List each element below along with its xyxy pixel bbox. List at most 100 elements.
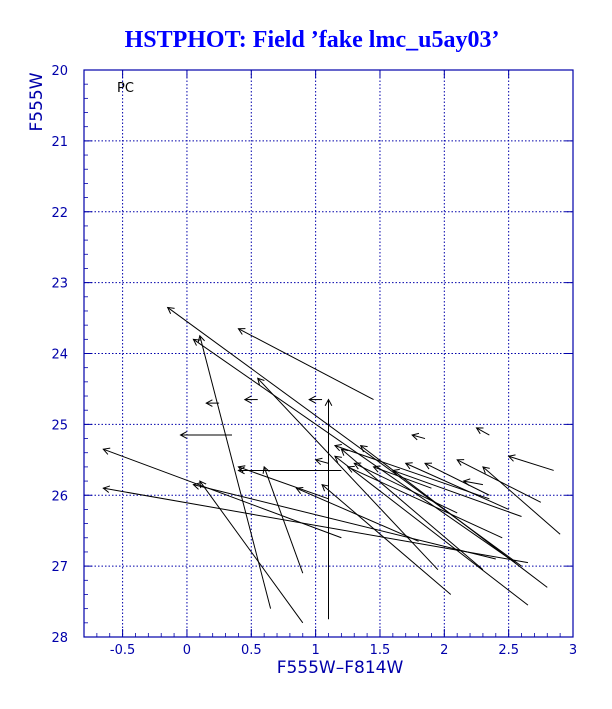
vector-shaft	[238, 328, 374, 401]
vector-head	[197, 334, 205, 343]
vector-head	[166, 306, 175, 314]
vector-head	[321, 483, 330, 492]
vector-head	[391, 468, 400, 477]
displacement-vector	[237, 328, 374, 401]
vector-head	[295, 487, 304, 494]
vector-shaft	[463, 480, 484, 486]
grid	[84, 70, 573, 637]
displacement-vector	[102, 447, 342, 539]
chip-label: PC	[117, 81, 134, 96]
vector-head	[411, 432, 420, 441]
displacement-vector	[205, 399, 220, 407]
displacement-vector	[462, 478, 484, 486]
displacement-vector	[353, 462, 458, 514]
vector-head	[359, 445, 368, 453]
y-tick-label: 21	[51, 135, 68, 150]
x-tick-label: 2	[440, 643, 448, 658]
y-axis-label: F555W	[27, 72, 47, 131]
displacement-vector	[237, 466, 342, 475]
vector-head	[475, 427, 484, 435]
vector-shaft	[103, 448, 342, 539]
vector-head	[372, 465, 381, 473]
vector-shaft	[238, 466, 329, 500]
vector-shaft	[321, 484, 452, 595]
vector-head	[404, 462, 413, 470]
y-tick-label: 28	[51, 631, 68, 646]
vector-head	[424, 462, 433, 470]
vector-shaft	[341, 448, 484, 571]
vectors	[102, 306, 561, 624]
vector-head	[257, 377, 265, 386]
y-tick-label: 23	[51, 277, 68, 292]
displacement-vector	[359, 445, 548, 588]
vector-shaft	[508, 455, 554, 471]
x-tick-label: 3	[569, 643, 577, 658]
vector-head	[482, 466, 490, 474]
vector-shaft	[199, 480, 304, 624]
y-tick-label: 26	[51, 489, 68, 504]
x-tick-label: 0	[183, 643, 191, 658]
y-tick-label: 27	[51, 560, 68, 575]
vector-shaft	[334, 445, 490, 500]
vector-shaft	[334, 455, 529, 606]
vector-head	[102, 485, 111, 493]
vector-shaft	[315, 459, 329, 464]
y-tick-label: 22	[51, 206, 68, 221]
displacement-vector	[340, 448, 484, 571]
vector-head	[179, 431, 187, 439]
vector-shaft	[193, 484, 496, 560]
vector-head	[102, 447, 111, 455]
y-tick-label: 25	[51, 418, 68, 433]
vector-shaft	[392, 469, 522, 517]
x-axis-label: F555W–F814W	[277, 658, 404, 678]
vector-head	[314, 457, 323, 466]
displacement-vector	[314, 457, 329, 466]
displacement-vector	[475, 427, 490, 436]
displacement-vector	[192, 482, 496, 560]
vector-head	[462, 478, 471, 486]
vector-shaft	[360, 445, 548, 588]
vector-shaft	[405, 462, 509, 510]
vector-head	[456, 459, 465, 466]
displacement-vector	[507, 454, 554, 471]
displacement-vector	[199, 480, 304, 624]
displacement-vector	[404, 462, 509, 510]
vector-shaft	[257, 377, 439, 571]
vector-shaft	[482, 466, 561, 535]
vector-shaft	[424, 462, 490, 496]
x-tick-labels: -0.5 0 0.5 1 1.5 2 2.5 3	[110, 643, 577, 658]
vector-shaft	[347, 466, 503, 539]
displacement-vector	[391, 468, 522, 517]
displacement-vector	[257, 377, 439, 571]
vector-head	[334, 455, 342, 463]
chart-title: HSTPHOT: Field ’fake lmc_u5ay03’	[125, 27, 500, 53]
displacement-vector	[324, 398, 333, 620]
vector-head	[192, 338, 201, 346]
vector-shaft	[193, 338, 516, 563]
displacement-vector	[192, 338, 516, 563]
vector-head	[340, 448, 349, 456]
vector-head	[353, 462, 362, 470]
x-tick-label: 1.5	[370, 643, 391, 658]
displacement-vector	[243, 395, 258, 404]
displacement-vector	[179, 431, 232, 439]
vector-head	[237, 328, 246, 335]
y-tick-labels: 20 21 22 23 24 25 26 27 28	[51, 64, 68, 646]
displacement-vector	[424, 462, 490, 496]
vector-shaft	[412, 434, 426, 440]
vector-shaft	[263, 466, 304, 574]
displacement-vector	[411, 432, 426, 441]
displacement-vector	[197, 334, 272, 609]
vector-head	[192, 482, 201, 490]
vector-shaft	[199, 335, 272, 609]
vector-head	[199, 480, 207, 489]
vector-shaft	[354, 462, 458, 514]
x-tick-label: -0.5	[110, 643, 135, 658]
vector-head	[324, 398, 333, 406]
vector-head	[237, 466, 245, 475]
vector-head	[346, 465, 355, 473]
x-tick-label: 1	[311, 643, 319, 658]
vector-shaft	[476, 427, 490, 436]
vector-head	[507, 454, 516, 462]
